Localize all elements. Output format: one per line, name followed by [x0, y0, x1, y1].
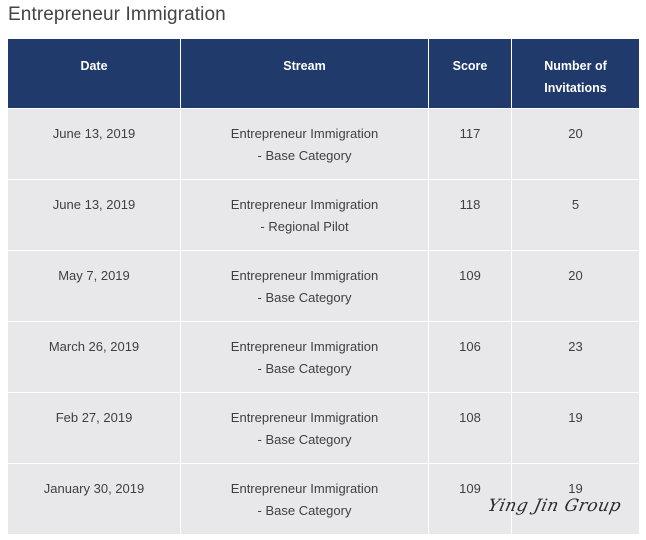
table-row: June 13, 2019 Entrepreneur Immigration -… [7, 179, 640, 251]
cell-stream: Entrepreneur Immigration - Base Category [180, 392, 429, 464]
cell-invitations: 20 [511, 108, 640, 180]
stream-name: Entrepreneur Immigration [230, 410, 379, 425]
column-header-invitations-line1: Number of [544, 59, 607, 73]
stream-category: - Base Category [257, 361, 352, 376]
table-row: Feb 27, 2019 Entrepreneur Immigration - … [7, 392, 640, 464]
cell-invitations: 19 [511, 392, 640, 464]
table-row: January 30, 2019 Entrepreneur Immigratio… [7, 463, 640, 535]
cell-invitations: 5 [511, 179, 640, 251]
stream-category: - Regional Pilot [260, 219, 349, 234]
cell-date: May 7, 2019 [7, 250, 181, 322]
stream-name: Entrepreneur Immigration [230, 339, 379, 354]
cell-score: 117 [428, 108, 512, 180]
cell-date: March 26, 2019 [7, 321, 181, 393]
cell-score: 109 [428, 463, 512, 535]
table-row: May 7, 2019 Entrepreneur Immigration - B… [7, 250, 640, 322]
cell-stream: Entrepreneur Immigration - Base Category [180, 321, 429, 393]
cell-score: 118 [428, 179, 512, 251]
stream-name: Entrepreneur Immigration [230, 197, 379, 212]
cell-score: 106 [428, 321, 512, 393]
column-header-score: Score [428, 38, 512, 109]
column-header-invitations-line2: Invitations [544, 81, 607, 95]
cell-invitations: 23 [511, 321, 640, 393]
cell-score: 109 [428, 250, 512, 322]
cell-date: June 13, 2019 [7, 108, 181, 180]
column-header-invitations: Number of Invitations [511, 38, 640, 109]
stream-name: Entrepreneur Immigration [230, 126, 379, 141]
column-header-stream: Stream [180, 38, 429, 109]
stream-category: - Base Category [257, 503, 352, 518]
cell-date: Feb 27, 2019 [7, 392, 181, 464]
cell-invitations: 20 [511, 250, 640, 322]
cell-score: 108 [428, 392, 512, 464]
cell-stream: Entrepreneur Immigration - Regional Pilo… [180, 179, 429, 251]
stream-name: Entrepreneur Immigration [230, 268, 379, 283]
column-header-date: Date [7, 38, 181, 109]
cell-stream: Entrepreneur Immigration - Base Category [180, 108, 429, 180]
cell-invitations: 19 [511, 463, 640, 535]
stream-name: Entrepreneur Immigration [230, 481, 379, 496]
cell-stream: Entrepreneur Immigration - Base Category [180, 463, 429, 535]
cell-stream: Entrepreneur Immigration - Base Category [180, 250, 429, 322]
stream-category: - Base Category [257, 432, 352, 447]
stream-category: - Base Category [257, 290, 352, 305]
draw-results-table: Date Stream Score Number of Invitations … [7, 38, 640, 535]
stream-category: - Base Category [257, 148, 352, 163]
cell-date: June 13, 2019 [7, 179, 181, 251]
page-title: Entrepreneur Immigration [8, 4, 226, 25]
table-header-row: Date Stream Score Number of Invitations [7, 38, 640, 109]
table-row: June 13, 2019 Entrepreneur Immigration -… [7, 108, 640, 180]
watermark: Ying Jin Group [485, 496, 624, 516]
cell-date: January 30, 2019 [7, 463, 181, 535]
table-row: March 26, 2019 Entrepreneur Immigration … [7, 321, 640, 393]
